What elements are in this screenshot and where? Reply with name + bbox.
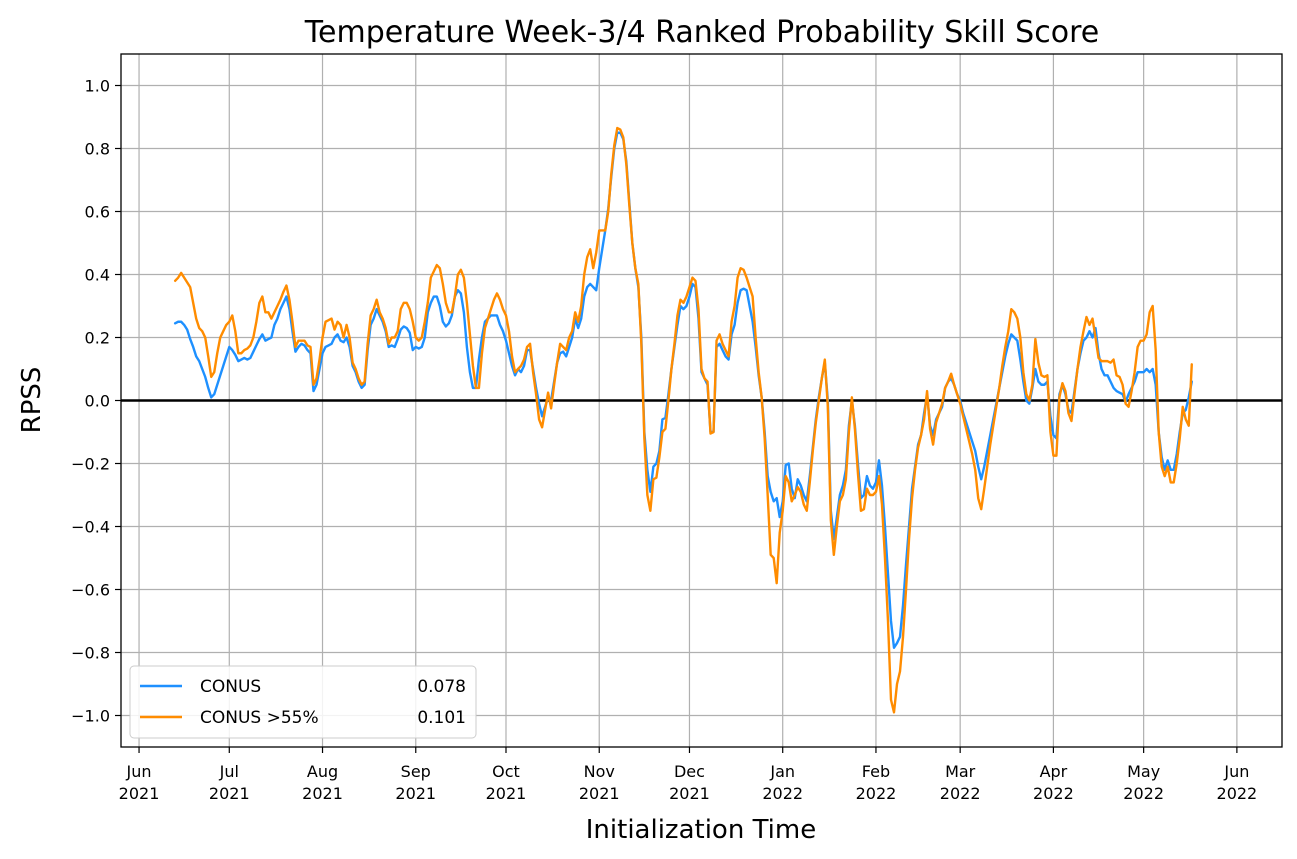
y-tick-label: −1.0 [71, 707, 110, 726]
y-tick-label: −0.8 [71, 644, 110, 663]
x-axis-title: Initialization Time [586, 815, 816, 845]
x-tick-label-month: Feb [862, 762, 890, 781]
x-tick-label-year: 2022 [940, 784, 981, 803]
y-tick-label: 0.0 [85, 392, 110, 411]
y-tick-label: −0.4 [71, 518, 110, 537]
x-tick-label-month: Dec [674, 762, 705, 781]
y-tick-label: −0.2 [71, 455, 110, 474]
x-tick-label-month: Mar [945, 762, 976, 781]
x-tick-label-month: Sep [401, 762, 431, 781]
x-tick-label-month: Oct [492, 762, 520, 781]
x-tick-label-year: 2021 [209, 784, 250, 803]
x-tick-label-year: 2021 [579, 784, 620, 803]
series-line-conus [173, 131, 1193, 649]
y-tick-label: 0.6 [85, 203, 110, 222]
legend-label-conus-55: CONUS >55% [200, 708, 319, 728]
y-tick-label: 0.4 [85, 266, 110, 285]
series-lines [173, 126, 1193, 714]
x-tick-label-month: Jun [1223, 762, 1249, 781]
legend-box [129, 665, 477, 739]
x-tick-label-year: 2022 [762, 784, 803, 803]
x-tick-label-month: Apr [1040, 762, 1068, 781]
x-tick-label-year: 2021 [302, 784, 343, 803]
y-axis-title: RPSS [17, 367, 47, 434]
x-tick-label-month: Aug [307, 762, 338, 781]
y-tick-label: 1.0 [85, 77, 110, 96]
chart-title: Temperature Week-3/4 Ranked Probability … [304, 15, 1099, 50]
legend-label-conus: CONUS [200, 677, 261, 697]
x-tick-label-year: 2021 [119, 784, 160, 803]
y-tick-label: 0.2 [85, 329, 110, 348]
x-axis-ticks: Jun 2021 Jul 2021 Aug 2021 Sep 2021 Oct 2021 Nov 20… [119, 747, 1258, 803]
x-tick-label-month: May [1127, 762, 1160, 781]
x-tick-label-year: 2021 [395, 784, 436, 803]
x-tick-label-year: 2022 [1217, 784, 1258, 803]
x-tick-label-month: Jul [219, 762, 239, 781]
y-tick-label: −0.6 [71, 581, 110, 600]
x-tick-label-month: Jan [769, 762, 795, 781]
x-tick-label-year: 2022 [1033, 784, 1074, 803]
series-line-conus-55 [173, 126, 1193, 714]
x-tick-label-year: 2021 [669, 784, 710, 803]
x-tick-label-year: 2021 [486, 784, 527, 803]
x-tick-label-year: 2022 [1123, 784, 1164, 803]
legend: CONUS 0.078 CONUS >55% 0.101 [129, 665, 477, 739]
y-tick-label: 0.8 [85, 140, 110, 159]
legend-value-conus: 0.078 [417, 677, 466, 697]
x-tick-label-month: Nov [584, 762, 615, 781]
x-tick-label-year: 2022 [856, 784, 897, 803]
y-axis-ticks: 1.0 0.8 0.6 0.4 0.2 0.0 −0.2 −0.4 −0.6 −0.8 −1.0 [71, 77, 121, 726]
legend-value-conus-55: 0.101 [417, 708, 466, 728]
x-tick-label-month: Jun [126, 762, 152, 781]
